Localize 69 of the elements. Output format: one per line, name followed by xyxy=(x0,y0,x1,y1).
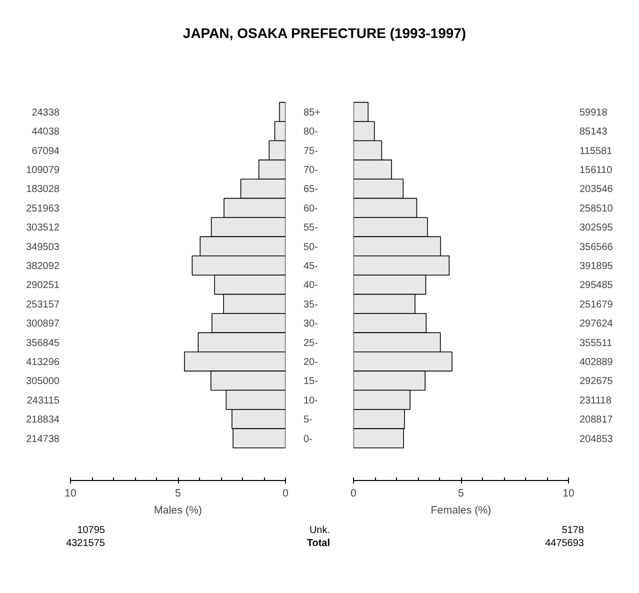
y-tick-label: 15- xyxy=(304,376,318,388)
text: 204853 xyxy=(580,434,614,445)
y-tick-label: 50- xyxy=(304,242,318,253)
text: 302595 xyxy=(580,222,614,234)
text: 356566 xyxy=(580,242,614,253)
text: 349503 xyxy=(26,242,60,253)
text: 44038 xyxy=(32,126,60,138)
text: 258510 xyxy=(580,203,614,214)
x-tick-label: 10 xyxy=(562,488,574,500)
y-tick-label: 75- xyxy=(304,146,318,157)
text: 59918 xyxy=(580,107,608,118)
y-tick-label: 65- xyxy=(304,184,318,196)
text: 305000 xyxy=(26,376,60,388)
text: 300897 xyxy=(26,318,60,330)
x-tick-label: 0 xyxy=(282,488,289,500)
y-tick-label: 85+ xyxy=(304,107,321,118)
text: 218834 xyxy=(26,414,60,426)
y-tick-label: 60- xyxy=(304,203,318,214)
y-tick-label: 45- xyxy=(304,261,318,272)
text: 297624 xyxy=(580,318,614,330)
text: Unk. xyxy=(308,524,330,537)
text: 295485 xyxy=(580,280,614,292)
text: 109079 xyxy=(26,165,60,176)
y-tick-label: 20- xyxy=(304,356,318,368)
text: 67094 xyxy=(32,146,60,157)
text: 251963 xyxy=(26,203,60,214)
text: 303512 xyxy=(26,222,60,234)
text: JAPAN, OSAKA PREFECTURE (1993-1997) xyxy=(182,24,466,43)
text: 356845 xyxy=(26,338,60,349)
text: 231118 xyxy=(580,395,612,406)
text: 10795 xyxy=(76,524,105,537)
y-tick-label: 25- xyxy=(304,338,318,349)
text: 391895 xyxy=(580,261,614,272)
text: 292675 xyxy=(580,376,614,388)
text: 290251 xyxy=(26,280,60,292)
text: 24338 xyxy=(32,107,60,118)
text: 214738 xyxy=(26,434,60,445)
y-tick-label: 35- xyxy=(304,299,318,310)
text: 183028 xyxy=(26,184,60,196)
text: 203546 xyxy=(580,184,614,196)
text: 413296 xyxy=(26,356,60,368)
y-tick-label: 80- xyxy=(304,126,318,138)
x-tick-label: 10 xyxy=(64,488,76,500)
text: Total xyxy=(306,537,330,550)
text: 382092 xyxy=(26,261,60,272)
text: 156110 xyxy=(580,165,613,176)
y-tick-label: 70- xyxy=(304,165,318,176)
text: 115581 xyxy=(580,146,613,157)
text: 5178 xyxy=(560,524,584,537)
text: 355511 xyxy=(580,338,613,349)
text: 243115 xyxy=(26,395,60,406)
text: 4321575 xyxy=(65,537,105,550)
text: 402889 xyxy=(580,356,614,368)
text: 251679 xyxy=(580,299,614,310)
x-tick-label: 5 xyxy=(175,488,182,500)
y-tick-label: 30- xyxy=(304,318,318,330)
y-tick-label: 10- xyxy=(304,395,318,406)
text: 208817 xyxy=(580,414,614,426)
text: 253157 xyxy=(26,299,60,310)
y-tick-label: 5- xyxy=(304,414,312,426)
x-axis-title: Males (%) xyxy=(154,504,202,516)
x-axis-title: Females (%) xyxy=(430,504,492,516)
x-tick-label: 0 xyxy=(350,488,357,500)
y-tick-label: 55- xyxy=(304,222,318,234)
y-tick-label: 40- xyxy=(304,280,318,292)
x-tick-label: 5 xyxy=(458,488,464,500)
text: 4475693 xyxy=(544,537,584,550)
y-tick-label: 0- xyxy=(304,434,312,445)
text: 85143 xyxy=(580,126,608,138)
